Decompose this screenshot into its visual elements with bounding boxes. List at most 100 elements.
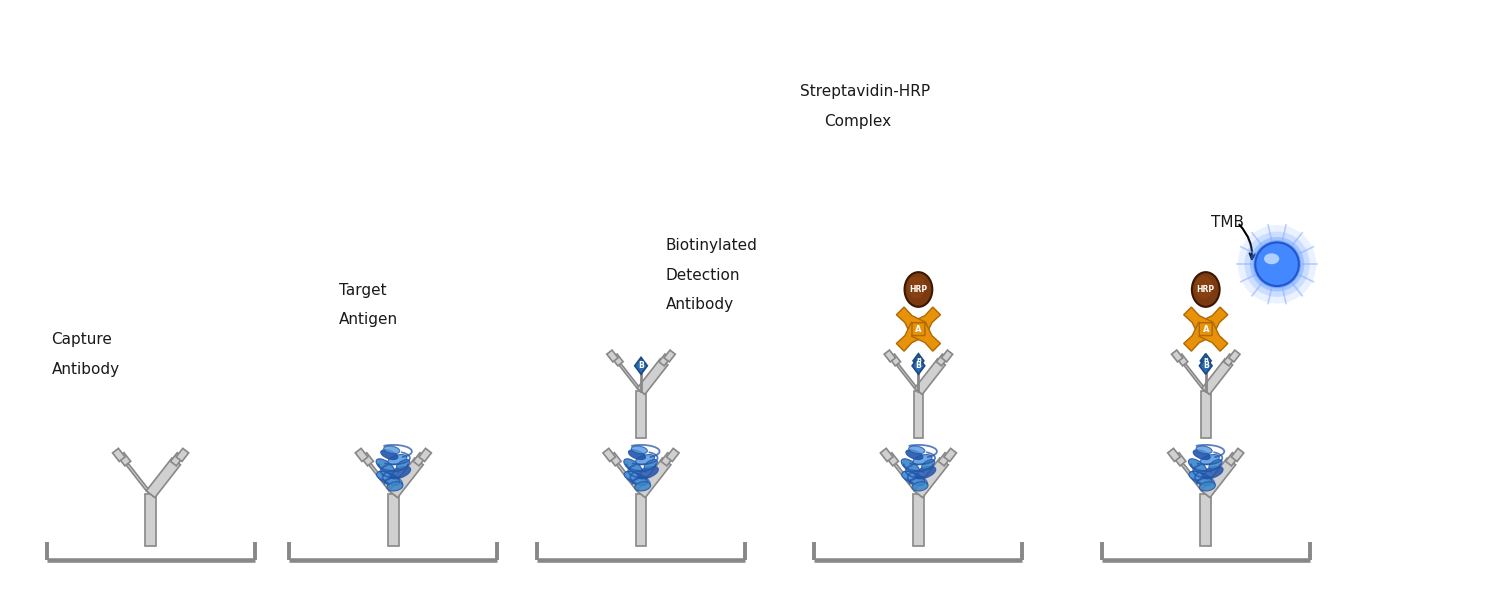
Polygon shape xyxy=(1176,458,1210,497)
Polygon shape xyxy=(612,354,622,366)
Polygon shape xyxy=(636,391,646,438)
Ellipse shape xyxy=(912,482,928,491)
Ellipse shape xyxy=(1196,446,1212,454)
Text: Complex: Complex xyxy=(825,114,891,129)
Text: Target: Target xyxy=(339,283,387,298)
Ellipse shape xyxy=(1192,272,1219,307)
Polygon shape xyxy=(636,458,670,497)
Text: Capture: Capture xyxy=(51,332,112,347)
Ellipse shape xyxy=(636,466,658,479)
Polygon shape xyxy=(1172,350,1184,362)
Polygon shape xyxy=(388,494,399,546)
Ellipse shape xyxy=(634,482,651,491)
Polygon shape xyxy=(603,448,615,461)
Ellipse shape xyxy=(1264,253,1280,264)
Ellipse shape xyxy=(624,459,642,473)
Ellipse shape xyxy=(388,466,411,479)
Ellipse shape xyxy=(396,460,410,469)
Polygon shape xyxy=(914,494,924,546)
Ellipse shape xyxy=(628,450,645,460)
Polygon shape xyxy=(664,350,675,362)
Polygon shape xyxy=(914,391,924,438)
Polygon shape xyxy=(614,359,645,394)
Polygon shape xyxy=(884,350,896,362)
Text: Antibody: Antibody xyxy=(666,298,734,313)
Polygon shape xyxy=(914,353,924,368)
FancyBboxPatch shape xyxy=(912,323,926,335)
Text: B: B xyxy=(638,361,644,370)
FancyBboxPatch shape xyxy=(1200,323,1212,335)
Polygon shape xyxy=(1176,354,1188,366)
Polygon shape xyxy=(658,354,670,366)
Polygon shape xyxy=(897,307,926,336)
Polygon shape xyxy=(112,448,125,461)
Text: HRP: HRP xyxy=(909,285,927,294)
Polygon shape xyxy=(176,448,189,461)
Polygon shape xyxy=(912,307,940,336)
Ellipse shape xyxy=(1190,472,1203,480)
Ellipse shape xyxy=(1190,471,1212,485)
Polygon shape xyxy=(897,322,926,351)
Ellipse shape xyxy=(644,460,657,469)
Text: B: B xyxy=(915,361,921,370)
Polygon shape xyxy=(1202,391,1210,438)
Polygon shape xyxy=(609,453,621,466)
Ellipse shape xyxy=(914,455,932,464)
Polygon shape xyxy=(891,359,922,394)
Ellipse shape xyxy=(376,471,400,485)
Polygon shape xyxy=(634,358,648,374)
Polygon shape xyxy=(939,453,951,466)
Polygon shape xyxy=(890,354,900,366)
Polygon shape xyxy=(120,458,154,497)
Polygon shape xyxy=(912,322,940,351)
Polygon shape xyxy=(1179,359,1209,394)
Polygon shape xyxy=(886,453,898,466)
Text: A: A xyxy=(1203,325,1209,334)
Text: Antigen: Antigen xyxy=(339,313,398,328)
Polygon shape xyxy=(662,453,674,466)
Polygon shape xyxy=(638,359,668,394)
Polygon shape xyxy=(146,494,156,546)
Polygon shape xyxy=(1184,307,1212,336)
Polygon shape xyxy=(1198,307,1228,336)
Ellipse shape xyxy=(624,472,639,480)
Ellipse shape xyxy=(387,482,404,491)
Polygon shape xyxy=(1200,358,1212,374)
Ellipse shape xyxy=(914,466,936,479)
Polygon shape xyxy=(1202,359,1233,394)
Ellipse shape xyxy=(384,446,399,454)
Ellipse shape xyxy=(902,471,926,485)
Text: B: B xyxy=(1203,361,1209,370)
Text: A: A xyxy=(915,325,921,334)
Polygon shape xyxy=(944,448,957,461)
Polygon shape xyxy=(362,453,374,466)
Ellipse shape xyxy=(632,446,648,454)
Ellipse shape xyxy=(1202,466,1222,479)
Circle shape xyxy=(1245,232,1310,297)
Text: B: B xyxy=(916,358,921,364)
Polygon shape xyxy=(363,458,398,497)
Polygon shape xyxy=(914,458,948,497)
Polygon shape xyxy=(915,359,945,394)
Polygon shape xyxy=(936,354,948,366)
Polygon shape xyxy=(666,448,680,461)
Ellipse shape xyxy=(376,459,394,473)
Circle shape xyxy=(1252,240,1300,288)
Circle shape xyxy=(1250,237,1305,292)
Polygon shape xyxy=(1226,453,1238,466)
Circle shape xyxy=(1238,225,1317,304)
Ellipse shape xyxy=(1209,460,1222,469)
Ellipse shape xyxy=(388,455,406,464)
Ellipse shape xyxy=(1192,450,1210,460)
Polygon shape xyxy=(1202,458,1236,497)
Polygon shape xyxy=(1184,322,1212,351)
Ellipse shape xyxy=(921,460,934,469)
Ellipse shape xyxy=(1200,455,1219,464)
Ellipse shape xyxy=(904,272,933,307)
Text: Antibody: Antibody xyxy=(51,362,120,377)
Text: HRP: HRP xyxy=(1197,285,1215,294)
Ellipse shape xyxy=(1194,276,1214,299)
Polygon shape xyxy=(1200,353,1210,368)
Ellipse shape xyxy=(626,471,648,485)
Polygon shape xyxy=(888,458,922,497)
